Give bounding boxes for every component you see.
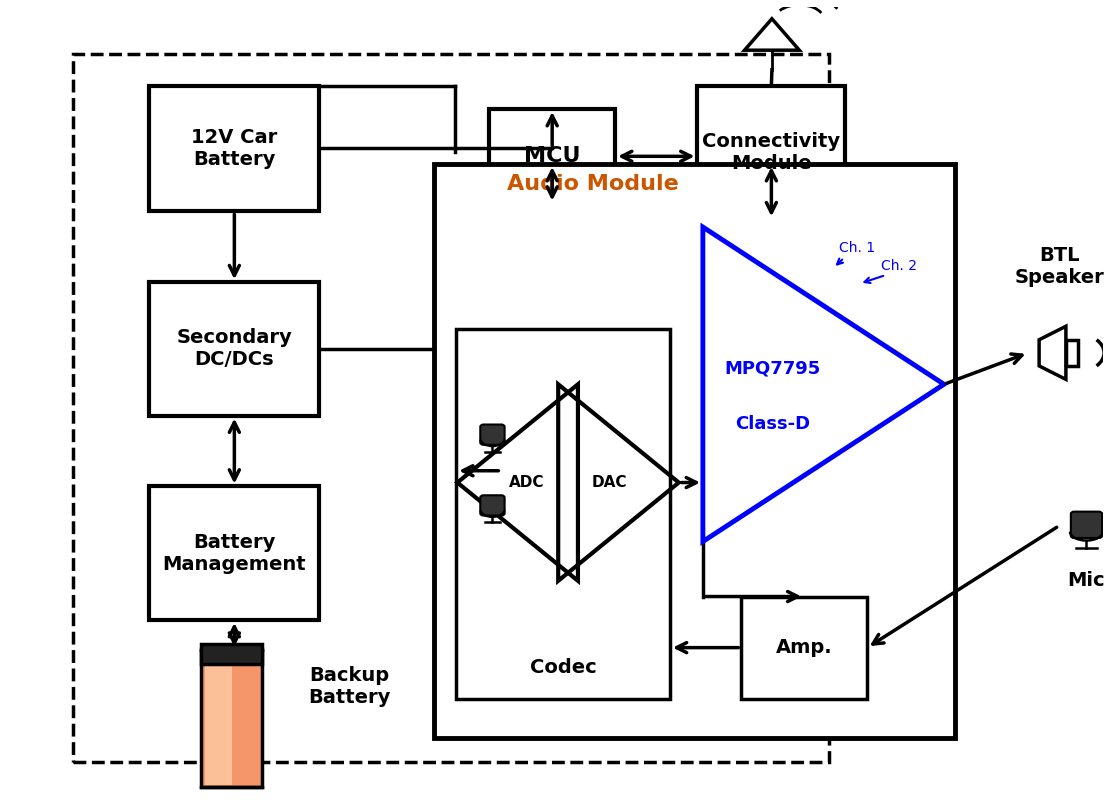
Text: Ch. 1: Ch. 1 xyxy=(839,242,876,255)
Bar xyxy=(202,650,262,787)
Polygon shape xyxy=(1039,326,1066,379)
Bar xyxy=(435,164,955,738)
Text: Audio Module: Audio Module xyxy=(507,174,679,194)
Text: Codec: Codec xyxy=(530,658,597,677)
Bar xyxy=(456,330,670,698)
Text: Mic: Mic xyxy=(1067,571,1105,590)
Bar xyxy=(73,54,829,762)
Text: Battery
Management: Battery Management xyxy=(162,533,306,574)
FancyBboxPatch shape xyxy=(1071,512,1102,538)
FancyBboxPatch shape xyxy=(480,425,505,445)
Text: 12V Car
Battery: 12V Car Battery xyxy=(192,128,278,169)
Bar xyxy=(149,486,319,620)
Bar xyxy=(741,597,867,698)
Text: DAC: DAC xyxy=(591,475,627,490)
Bar xyxy=(149,86,319,211)
Text: MCU: MCU xyxy=(524,146,580,166)
Text: ADC: ADC xyxy=(508,475,544,490)
Text: Ch. 2: Ch. 2 xyxy=(881,258,917,273)
Bar xyxy=(698,86,846,219)
FancyBboxPatch shape xyxy=(480,495,505,515)
Bar xyxy=(1066,340,1079,366)
Bar xyxy=(489,109,615,203)
Text: BTL
Speaker: BTL Speaker xyxy=(1015,246,1104,287)
Text: MPQ7795: MPQ7795 xyxy=(725,359,821,378)
Bar xyxy=(202,644,262,664)
Text: Backup
Battery: Backup Battery xyxy=(308,666,391,707)
Text: Connectivity
Module: Connectivity Module xyxy=(702,132,840,173)
Text: Amp.: Amp. xyxy=(776,638,832,657)
Text: Secondary
DC/DCs: Secondary DC/DCs xyxy=(177,329,292,370)
Bar xyxy=(149,282,319,416)
Text: Class-D: Class-D xyxy=(735,414,810,433)
Bar xyxy=(205,652,232,785)
